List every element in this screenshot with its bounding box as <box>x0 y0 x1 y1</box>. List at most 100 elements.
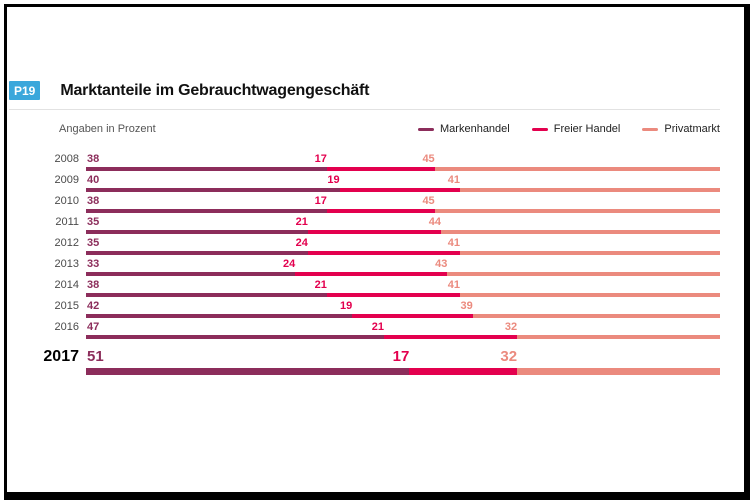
value-label-freier-handel: 17 <box>314 195 327 207</box>
value-label-freier-handel: 21 <box>371 321 384 333</box>
value-label-privatmarkt: 45 <box>422 153 435 165</box>
chart-row-2013: 2013 33 24 43 <box>9 257 720 278</box>
bar-2009: 40 19 41 <box>86 175 720 192</box>
bar-segment-privatmarkt <box>460 293 720 297</box>
legend-swatch-markenhandel <box>418 127 435 131</box>
chart-row-2015: 2015 42 19 39 <box>9 299 720 320</box>
bar-segment-markenhandel <box>86 209 327 213</box>
year-label: 2017 <box>43 348 79 365</box>
value-label-freier-handel: 19 <box>327 174 340 186</box>
year-label: 2016 <box>54 321 79 333</box>
chart-meta-row: Angaben in Prozent Markenhandel Freier Ha… <box>9 123 720 135</box>
legend-item-markenhandel: Markenhandel <box>418 123 510 135</box>
bar-segment-privatmarkt <box>517 335 720 339</box>
year-label: 2009 <box>54 174 79 186</box>
chart-row-2014: 2014 38 21 41 <box>9 278 720 299</box>
value-label-privatmarkt: 39 <box>460 300 473 312</box>
bar-segment-markenhandel <box>86 293 327 297</box>
bar-segment-markenhandel <box>86 188 340 192</box>
bar-segment-privatmarkt <box>460 251 720 255</box>
legend-label: Freier Handel <box>553 123 621 135</box>
value-label-markenhandel: 38 <box>87 279 100 291</box>
legend-swatch-privatmarkt <box>642 127 659 131</box>
value-label-freier-handel: 17 <box>392 348 410 365</box>
value-label-markenhandel: 38 <box>87 195 100 207</box>
legend-label: Privatmarkt <box>664 123 720 135</box>
value-label-markenhandel: 38 <box>87 153 100 165</box>
value-label-freier-handel: 21 <box>314 279 327 291</box>
bar-segment-privatmarkt <box>434 209 720 213</box>
slide-frame: P19 Marktanteile im Gebrauchtwagengeschä… <box>4 4 750 500</box>
legend-swatch-freier-handel <box>531 127 548 131</box>
year-label: 2015 <box>54 300 79 312</box>
chart-row-2009: 2009 40 19 41 <box>9 173 720 194</box>
value-label-freier-handel: 24 <box>282 258 296 270</box>
bar-segment-markenhandel <box>86 272 296 276</box>
bar-segment-freier-handel <box>383 335 518 339</box>
bar-segment-freier-handel <box>307 230 442 234</box>
value-label-markenhandel: 47 <box>87 321 100 333</box>
bar-2011: 35 21 44 <box>86 217 720 234</box>
bar-segment-privatmarkt <box>441 230 720 234</box>
value-label-freier-handel: 24 <box>295 237 308 249</box>
chart-row-2011: 2011 35 21 44 <box>9 215 720 236</box>
page-title: Marktanteile im Gebrauchtwagengeschäft <box>60 81 370 99</box>
bar-segment-freier-handel <box>326 209 435 213</box>
bar-segment-markenhandel <box>86 314 353 318</box>
bar-segment-markenhandel <box>86 230 308 234</box>
bar-segment-freier-handel <box>307 251 461 255</box>
bar-segment-freier-handel <box>352 314 473 318</box>
year-label: 2012 <box>54 237 79 249</box>
value-label-freier-handel: 21 <box>295 216 308 228</box>
bar-segment-freier-handel <box>295 272 448 276</box>
bar-segment-privatmarkt <box>434 167 720 171</box>
legend-item-freier-handel: Freier Handel <box>531 123 621 135</box>
year-label: 2013 <box>54 258 79 270</box>
value-label-privatmarkt: 32 <box>504 321 518 333</box>
legend-item-privatmarkt: Privatmarkt <box>642 123 720 135</box>
bar-segment-privatmarkt <box>472 314 720 318</box>
chart-row-2010: 2010 38 17 45 <box>9 194 720 215</box>
bar-segment-freier-handel <box>409 368 518 375</box>
value-label-markenhandel: 33 <box>87 258 100 270</box>
value-label-freier-handel: 17 <box>314 153 327 165</box>
page-badge: P19 <box>9 81 41 100</box>
value-label-privatmarkt: 44 <box>428 216 442 228</box>
bar-2010: 38 17 45 <box>86 196 720 213</box>
legend-label: Markenhandel <box>440 123 510 135</box>
bar-2012: 35 24 41 <box>86 238 720 255</box>
stacked-bar-chart: 2008 38 17 45 2009 40 19 41 2010 38 17 45 2011 35 21 44… <box>9 152 720 379</box>
bar-segment-privatmarkt <box>517 368 720 375</box>
bar-segment-freier-handel <box>326 167 435 171</box>
value-label-privatmarkt: 45 <box>422 195 435 207</box>
bar-2016: 47 21 32 <box>86 322 720 339</box>
value-label-markenhandel: 42 <box>87 300 100 312</box>
value-label-privatmarkt: 41 <box>447 174 461 186</box>
chart-row-2012: 2012 35 24 41 <box>9 236 720 257</box>
bar-segment-markenhandel <box>86 335 384 339</box>
bar-2017: 51 17 32 <box>86 349 720 375</box>
value-label-privatmarkt: 41 <box>447 237 461 249</box>
chart-row-2017: 2017 51 17 32 <box>9 346 720 379</box>
value-label-markenhandel: 35 <box>87 216 100 228</box>
bar-2014: 38 21 41 <box>86 280 720 297</box>
bar-segment-markenhandel <box>86 368 410 375</box>
header: P19 Marktanteile im Gebrauchtwagengeschä… <box>9 81 720 100</box>
bar-2008: 38 17 45 <box>86 154 720 171</box>
value-label-freier-handel: 19 <box>340 300 353 312</box>
bar-segment-freier-handel <box>326 293 461 297</box>
legend: Markenhandel Freier Handel Privatmarkt <box>418 123 720 135</box>
year-label: 2008 <box>54 153 79 165</box>
value-label-markenhandel: 35 <box>87 237 100 249</box>
chart-row-2008: 2008 38 17 45 <box>9 152 720 173</box>
year-label: 2011 <box>55 216 79 228</box>
bar-2015: 42 19 39 <box>86 301 720 318</box>
bar-segment-markenhandel <box>86 251 308 255</box>
value-label-markenhandel: 40 <box>87 174 100 186</box>
bar-segment-privatmarkt <box>460 188 720 192</box>
chart-row-2016: 2016 47 21 32 <box>9 320 720 341</box>
bar-segment-freier-handel <box>339 188 461 192</box>
value-label-privatmarkt: 32 <box>500 348 518 365</box>
chart-unit-note: Angaben in Prozent <box>59 123 156 135</box>
bar-2013: 33 24 43 <box>86 259 720 276</box>
